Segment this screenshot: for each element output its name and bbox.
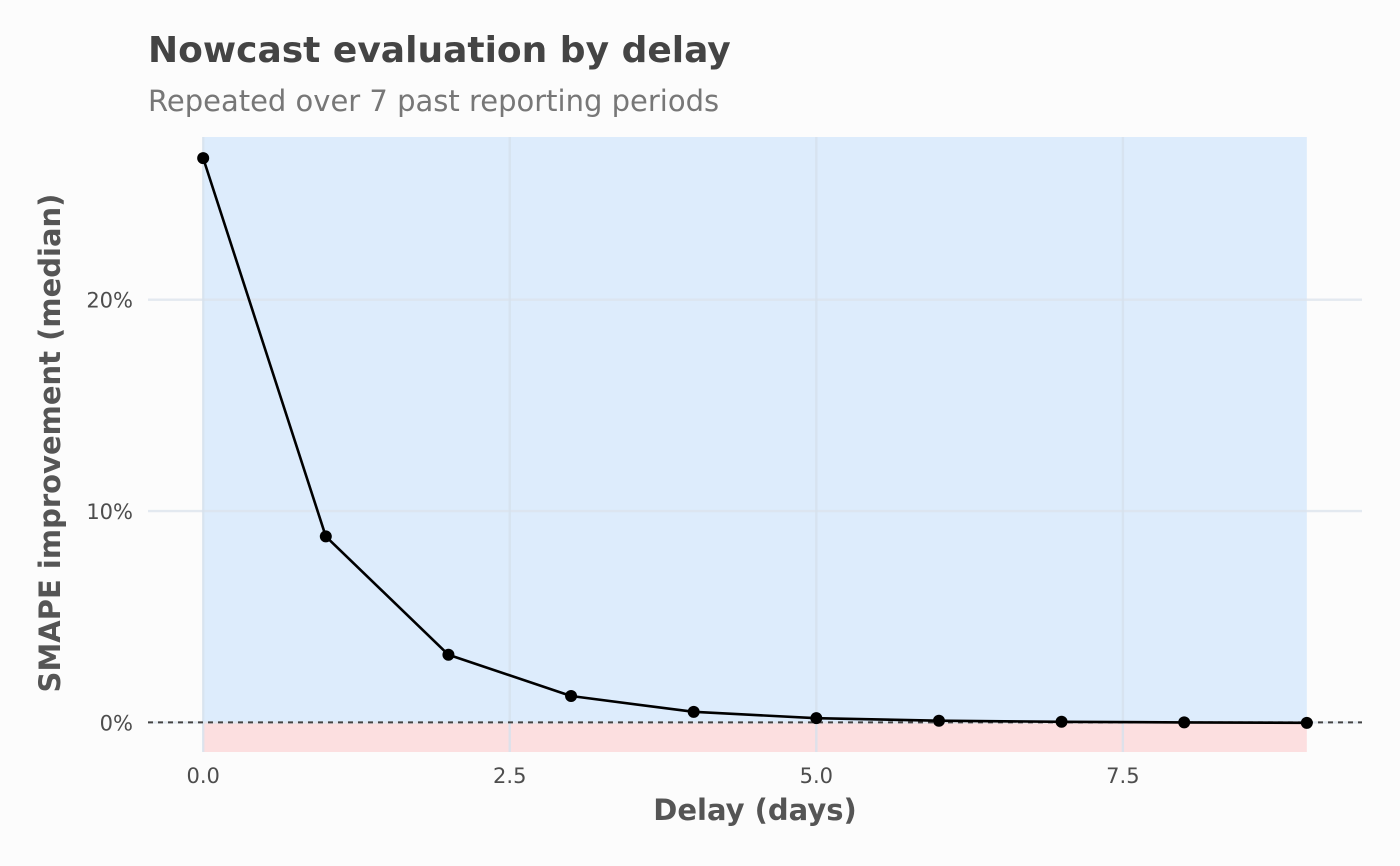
- y-tick-label: 20%: [86, 289, 133, 313]
- shaded-region-improvement: [203, 137, 1307, 723]
- data-point-7: [1055, 715, 1068, 728]
- data-point-9: [1300, 716, 1313, 729]
- y-tick-label: 0%: [100, 711, 133, 735]
- data-point-8: [1178, 716, 1191, 729]
- data-point-4: [687, 705, 700, 718]
- data-point-1: [319, 530, 332, 543]
- x-axis-title: Delay (days): [653, 793, 856, 827]
- shaded-regions: [203, 137, 1307, 752]
- data-point-2: [442, 648, 455, 661]
- series-layer: [197, 152, 1313, 729]
- x-axis-ticks: 0.0 2.5 5.0 7.5: [186, 764, 1139, 788]
- data-point-3: [565, 689, 578, 702]
- y-axis-ticks: 0% 10% 20%: [86, 289, 133, 736]
- y-tick-label: 10%: [86, 500, 133, 524]
- series-line: [201, 157, 1307, 725]
- data-point-0: [197, 152, 210, 165]
- x-tick-label: 5.0: [800, 764, 833, 788]
- x-tick-label: 7.5: [1106, 764, 1139, 788]
- y-axis-title: SMAPE improvement (median): [33, 194, 67, 693]
- shaded-region-worsening: [203, 722, 1307, 752]
- chart-title: Nowcast evaluation by delay: [148, 30, 731, 71]
- chart-subtitle: Repeated over 7 past reporting periods: [148, 84, 720, 118]
- x-tick-label: 2.5: [493, 764, 526, 788]
- data-point-6: [932, 714, 945, 727]
- data-point-5: [810, 712, 823, 725]
- x-tick-label: 0.0: [186, 764, 219, 788]
